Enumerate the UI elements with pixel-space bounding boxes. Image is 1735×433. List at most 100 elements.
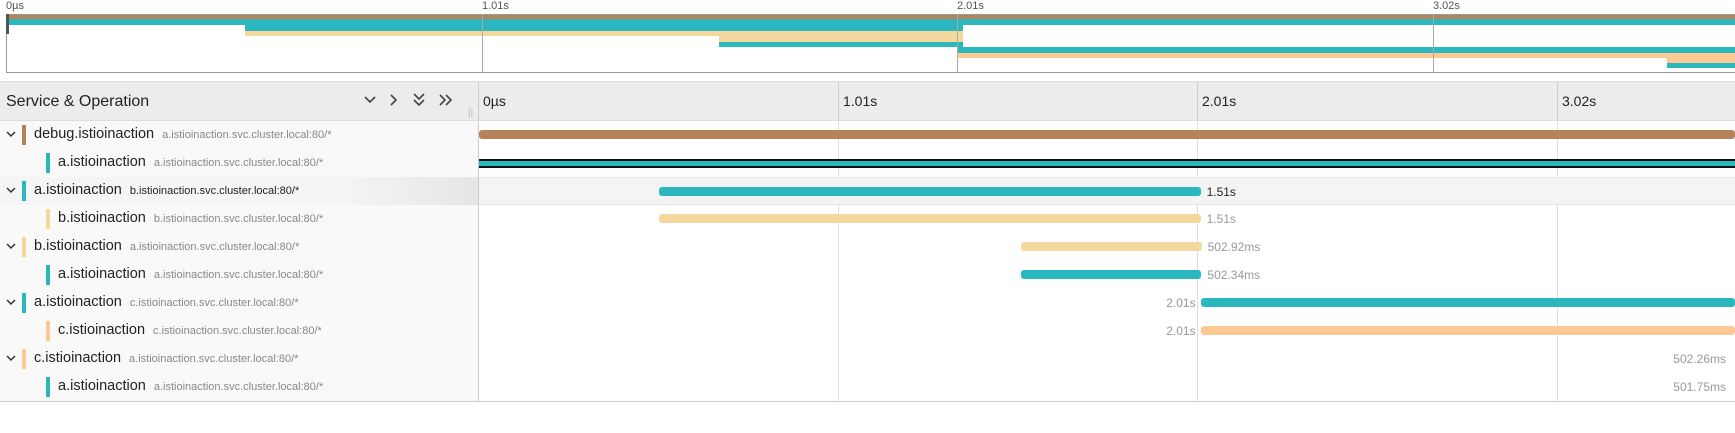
span-row[interactable]: a.istioinaction a.istioinaction.svc.clust… xyxy=(0,373,1735,401)
minimap-span xyxy=(957,47,1735,53)
span-rows: debug.istioinaction a.istioinaction.svc.c… xyxy=(0,121,1735,401)
minimap-tick-label: 2.01s xyxy=(957,0,984,12)
operation-label: a.istioinaction.svc.cluster.local:80/* xyxy=(129,241,300,253)
span-timeline-cell[interactable] xyxy=(479,149,1735,177)
service-name[interactable]: c.istioinaction a.istioinaction.svc.clust… xyxy=(34,350,298,366)
span-timeline-cell[interactable]: 502.26ms xyxy=(479,345,1735,373)
minimap-gridline xyxy=(957,14,958,73)
minimap-gridline xyxy=(1433,14,1434,73)
minimap-drag-handle[interactable] xyxy=(6,14,9,34)
service-name[interactable]: a.istioinaction a.istioinaction.svc.clust… xyxy=(58,378,323,394)
service-color-marker xyxy=(22,237,26,257)
service-color-marker xyxy=(46,209,50,229)
span-row[interactable]: c.istioinaction a.istioinaction.svc.clust… xyxy=(0,345,1735,373)
span-timeline-cell[interactable] xyxy=(479,121,1735,149)
minimap-span xyxy=(957,53,1735,58)
span-name-cell[interactable]: b.istioinaction b.istioinaction.svc.clust… xyxy=(0,205,478,233)
span-name-cell[interactable]: b.istioinaction a.istioinaction.svc.clust… xyxy=(0,233,478,261)
span-bar[interactable] xyxy=(479,159,1735,168)
service-color-marker xyxy=(22,293,26,313)
minimap-tick-label: 0µs xyxy=(6,0,24,12)
timeline-tick-label: 2.01s xyxy=(1202,93,1237,109)
span-timeline-cell[interactable]: 1.51s xyxy=(479,205,1735,233)
span-name-cell[interactable]: c.istioinaction c.istioinaction.svc.clust… xyxy=(0,317,478,345)
span-timeline-cell[interactable]: 501.75ms xyxy=(479,373,1735,401)
service-color-marker xyxy=(46,377,50,397)
trace-minimap[interactable]: 0µs 1.01s 2.01s 3.02s xyxy=(0,0,1735,76)
span-name-cell[interactable]: debug.istioinaction a.istioinaction.svc.c… xyxy=(0,121,478,149)
minimap-tick-label: 3.02s xyxy=(1433,0,1460,12)
service-name[interactable]: c.istioinaction c.istioinaction.svc.clust… xyxy=(58,322,322,338)
expand-all-icon[interactable] xyxy=(437,91,455,109)
span-duration-label: 2.01s xyxy=(1166,324,1196,338)
span-bar[interactable] xyxy=(1021,270,1202,279)
span-row[interactable]: debug.istioinaction a.istioinaction.svc.c… xyxy=(0,121,1735,149)
span-timeline-cell[interactable]: 1.51s xyxy=(479,177,1735,205)
service-name[interactable]: a.istioinaction a.istioinaction.svc.clust… xyxy=(58,154,323,170)
service-name[interactable]: a.istioinaction c.istioinaction.svc.clust… xyxy=(34,294,299,310)
service-label: c.istioinaction xyxy=(58,322,146,338)
column-divider[interactable] xyxy=(478,82,479,120)
chevron-down-icon[interactable] xyxy=(4,127,18,141)
span-bar[interactable] xyxy=(1200,298,1735,307)
column-title: Service & Operation xyxy=(6,93,150,110)
span-bar[interactable] xyxy=(479,130,1735,139)
service-name[interactable]: b.istioinaction a.istioinaction.svc.clust… xyxy=(34,238,299,254)
span-timeline-cell[interactable]: 502.34ms xyxy=(479,261,1735,289)
minimap-span xyxy=(7,15,1735,19)
service-name[interactable]: b.istioinaction b.istioinaction.svc.clust… xyxy=(58,210,323,226)
minimap-span xyxy=(7,19,1735,25)
minimap-canvas[interactable] xyxy=(6,14,1735,73)
span-row[interactable]: a.istioinaction b.istioinaction.svc.clust… xyxy=(0,177,1735,205)
service-name[interactable]: a.istioinaction a.istioinaction.svc.clust… xyxy=(58,266,323,282)
span-name-cell[interactable]: a.istioinaction b.istioinaction.svc.clust… xyxy=(0,177,478,205)
service-name[interactable]: a.istioinaction b.istioinaction.svc.clust… xyxy=(34,182,299,198)
span-row[interactable]: a.istioinaction c.istioinaction.svc.clust… xyxy=(0,289,1735,317)
span-name-cell[interactable]: a.istioinaction a.istioinaction.svc.clust… xyxy=(0,373,478,401)
service-label: b.istioinaction xyxy=(58,210,146,226)
span-duration-label: 502.92ms xyxy=(1207,240,1261,254)
service-label: a.istioinaction xyxy=(34,294,122,310)
span-timeline-cell[interactable]: 2.01s xyxy=(479,289,1735,317)
span-name-cell[interactable]: a.istioinaction a.istioinaction.svc.clust… xyxy=(0,149,478,177)
span-name-cell[interactable]: a.istioinaction a.istioinaction.svc.clust… xyxy=(0,261,478,289)
minimap-span xyxy=(245,31,963,36)
span-row[interactable]: a.istioinaction a.istioinaction.svc.clust… xyxy=(0,261,1735,289)
service-color-marker xyxy=(46,321,50,341)
span-duration-label: 502.26ms xyxy=(1673,352,1726,366)
service-color-marker xyxy=(22,181,26,201)
minimap-span xyxy=(245,25,963,31)
column-resizer-icon[interactable]: || xyxy=(468,108,474,119)
span-row[interactable]: b.istioinaction a.istioinaction.svc.clust… xyxy=(0,233,1735,261)
chevron-down-icon[interactable] xyxy=(4,295,18,309)
span-name-cell[interactable]: c.istioinaction a.istioinaction.svc.clust… xyxy=(0,345,478,373)
service-label: c.istioinaction xyxy=(34,350,122,366)
span-row[interactable]: b.istioinaction b.istioinaction.svc.clust… xyxy=(0,205,1735,233)
operation-label: b.istioinaction.svc.cluster.local:80/* xyxy=(129,185,300,197)
expand-one-icon[interactable] xyxy=(384,91,402,109)
chevron-down-icon[interactable] xyxy=(4,183,18,197)
span-duration-label: 2.01s xyxy=(1166,296,1196,310)
collapse-all-icon[interactable] xyxy=(410,91,428,109)
chevron-down-icon[interactable] xyxy=(4,239,18,253)
collapse-one-icon[interactable] xyxy=(361,91,379,109)
span-duration-label: 502.34ms xyxy=(1207,268,1261,282)
span-timeline-cell[interactable]: 2.01s xyxy=(479,317,1735,345)
service-label: debug.istioinaction xyxy=(34,126,155,142)
service-label: a.istioinaction xyxy=(34,182,122,198)
timeline-header: Service & Operation || 0µs 1.01s 2.01s 3… xyxy=(0,81,1735,121)
span-bar[interactable] xyxy=(658,214,1201,223)
timeline-gridline xyxy=(1557,121,1558,401)
span-row[interactable]: a.istioinaction a.istioinaction.svc.clust… xyxy=(0,149,1735,177)
service-label: a.istioinaction xyxy=(58,154,146,170)
span-row[interactable]: c.istioinaction c.istioinaction.svc.clust… xyxy=(0,317,1735,345)
span-bar[interactable] xyxy=(1200,326,1735,335)
service-color-marker xyxy=(46,265,50,285)
service-name[interactable]: debug.istioinaction a.istioinaction.svc.c… xyxy=(34,126,332,142)
span-timeline-cell[interactable]: 502.92ms xyxy=(479,233,1735,261)
service-label: a.istioinaction xyxy=(58,266,146,282)
span-name-cell[interactable]: a.istioinaction c.istioinaction.svc.clust… xyxy=(0,289,478,317)
chevron-down-icon[interactable] xyxy=(4,351,18,365)
span-bar[interactable] xyxy=(658,187,1201,196)
span-bar[interactable] xyxy=(1021,242,1202,251)
